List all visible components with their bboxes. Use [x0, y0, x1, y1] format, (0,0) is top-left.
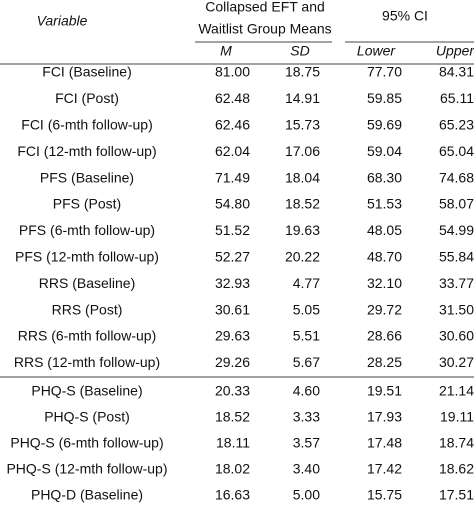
cell: 17.93	[367, 409, 402, 425]
cell: 32.10	[367, 275, 402, 291]
cell: 5.67	[293, 354, 320, 370]
cell: 59.69	[367, 117, 402, 133]
row-label: PHQ-S (Baseline)	[31, 383, 142, 399]
cell: 5.00	[293, 487, 320, 503]
row-label: PHQ-D (Baseline)	[31, 487, 143, 503]
row-label: RRS (Post)	[52, 301, 123, 317]
cell: 51.52	[215, 222, 250, 238]
cell: 33.77	[439, 275, 474, 291]
row-label: PFS (12-mth follow-up)	[15, 249, 159, 265]
cell: 18.52	[215, 409, 250, 425]
cell: 62.48	[215, 90, 250, 106]
row-label: RRS (12-mth follow-up)	[14, 354, 160, 370]
cell: 54.80	[215, 196, 250, 212]
column-header: Upper	[436, 43, 474, 59]
cell: 58.07	[439, 196, 474, 212]
cell: 17.42	[367, 461, 402, 477]
cell: 14.91	[285, 90, 320, 106]
cell: 21.14	[439, 383, 474, 399]
cell: 30.61	[215, 301, 250, 317]
cell: 30.27	[439, 354, 474, 370]
cell: 62.46	[215, 117, 250, 133]
cell: 65.11	[440, 90, 474, 106]
cell: 18.04	[285, 169, 320, 185]
cell: 30.60	[439, 328, 474, 344]
cell: 19.63	[285, 222, 320, 238]
cell: 17.48	[367, 435, 402, 451]
row-label: PHQ-S (12-mth follow-up)	[6, 461, 167, 477]
cell: 71.49	[215, 169, 250, 185]
cell: 16.63	[215, 487, 250, 503]
cell: 17.06	[285, 143, 320, 159]
cell: 17.51	[439, 487, 474, 503]
cell: 20.22	[285, 249, 320, 265]
cell: 18.75	[285, 64, 320, 80]
cell: 48.05	[367, 222, 402, 238]
cell: 32.93	[215, 275, 250, 291]
cell: 18.74	[439, 435, 474, 451]
cell: 3.40	[293, 461, 320, 477]
row-label: PFS (6-mth follow-up)	[19, 222, 155, 238]
cell: 5.51	[293, 328, 320, 344]
header-group-means: Waitlist Group Means	[198, 21, 331, 37]
cell: 52.27	[215, 249, 250, 265]
column-header: M	[220, 43, 232, 59]
cell: 19.11	[440, 409, 474, 425]
cell: 28.25	[367, 354, 402, 370]
cell: 4.60	[293, 383, 320, 399]
cell: 20.33	[215, 383, 250, 399]
cell: 65.23	[439, 117, 474, 133]
cell: 15.73	[285, 117, 320, 133]
cell: 81.00	[215, 64, 250, 80]
cell: 3.57	[293, 435, 320, 451]
cell: 5.05	[293, 301, 320, 317]
header-ci: 95% CI	[382, 8, 428, 24]
cell: 4.77	[293, 275, 320, 291]
header-group-means: Collapsed EFT and	[205, 0, 325, 15]
cell: 77.70	[367, 64, 402, 80]
row-label: FCI (Post)	[55, 90, 119, 106]
cell: 18.62	[439, 461, 474, 477]
row-label: FCI (Baseline)	[42, 64, 131, 80]
cell: 84.31	[439, 64, 474, 80]
cell: 68.30	[367, 169, 402, 185]
cell: 15.75	[367, 487, 402, 503]
row-label: FCI (12-mth follow-up)	[17, 143, 156, 159]
row-label: PHQ-S (Post)	[44, 409, 130, 425]
cell: 18.11	[216, 435, 250, 451]
cell: 29.26	[215, 354, 250, 370]
cell: 28.66	[367, 328, 402, 344]
cell: 62.04	[215, 143, 250, 159]
cell: 31.50	[439, 301, 474, 317]
cell: 19.51	[367, 383, 402, 399]
cell: 59.04	[367, 143, 402, 159]
cell: 74.68	[439, 169, 474, 185]
row-label: PFS (Post)	[53, 196, 121, 212]
row-label: RRS (6-mth follow-up)	[18, 328, 156, 344]
cell: 65.04	[439, 143, 474, 159]
cell: 54.99	[439, 222, 474, 238]
cell: 18.02	[215, 461, 250, 477]
cell: 48.70	[367, 249, 402, 265]
column-header: Lower	[357, 43, 396, 59]
cell: 59.85	[367, 90, 402, 106]
cell: 3.33	[293, 409, 320, 425]
row-label: RRS (Baseline)	[39, 275, 135, 291]
cell: 29.72	[367, 301, 402, 317]
row-label: PHQ-S (6-mth follow-up)	[10, 435, 163, 451]
cell: 29.63	[215, 328, 250, 344]
header-variable: Variable	[37, 13, 88, 29]
column-header: SD	[290, 43, 309, 59]
row-label: PFS (Baseline)	[40, 169, 134, 185]
cell: 55.84	[439, 249, 474, 265]
row-label: FCI (6-mth follow-up)	[21, 117, 152, 133]
cell: 51.53	[367, 196, 402, 212]
cell: 18.52	[285, 196, 320, 212]
